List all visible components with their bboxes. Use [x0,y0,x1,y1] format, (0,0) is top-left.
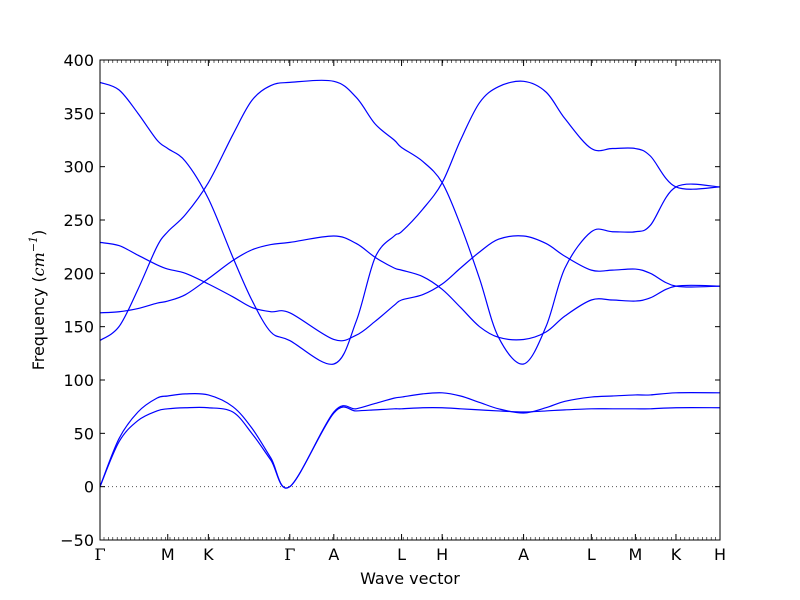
x-axis-minor-ticks [103,60,721,540]
band-series-3 [99,79,721,365]
band-series-6 [99,235,721,341]
band-series-4 [99,80,721,365]
y-tick-label: 100 [63,371,94,390]
y-axis-label: Frequency (cm−1) [27,230,48,371]
x-tick-label: Γ [284,545,295,564]
x-tick-label: Γ [94,545,105,564]
band-series-1 [99,406,721,489]
band-series-group [99,79,721,489]
x-tick-label: H [714,545,726,564]
y-tick-label: 50 [74,424,94,443]
axes-frame [99,59,721,541]
x-tick-label: L [397,545,406,564]
y-tick-label: 200 [63,264,94,283]
x-tick-label: H [436,545,448,564]
band-series-2 [99,392,721,489]
x-axis-label: Wave vector [360,569,460,588]
x-tick-label: K [203,545,214,564]
x-tick-label: M [628,545,642,564]
x-tick-label: K [671,545,682,564]
y-tick-label: 350 [63,104,94,123]
y-axis-ticks: −50 0 50 100 150 200 250 300 350 400 [60,51,720,550]
y-axis-label-prefix: Frequency ( [29,276,48,370]
y-tick-label: 300 [63,158,94,177]
y-axis-label-unit: cm [29,252,48,276]
x-tick-label: M [161,545,175,564]
y-tick-label: 250 [63,211,94,230]
y-axis-label-suffix: ) [29,230,48,236]
y-tick-label: 0 [84,478,94,497]
x-tick-label: A [328,545,339,564]
x-tick-label: L [587,545,596,564]
y-tick-label: 400 [63,51,94,70]
y-axis-label-exponent: −1 [27,236,40,252]
x-tick-label: A [518,545,529,564]
y-tick-label: 150 [63,318,94,337]
band-series-5 [99,235,721,342]
y-tick-label: −50 [60,531,94,550]
